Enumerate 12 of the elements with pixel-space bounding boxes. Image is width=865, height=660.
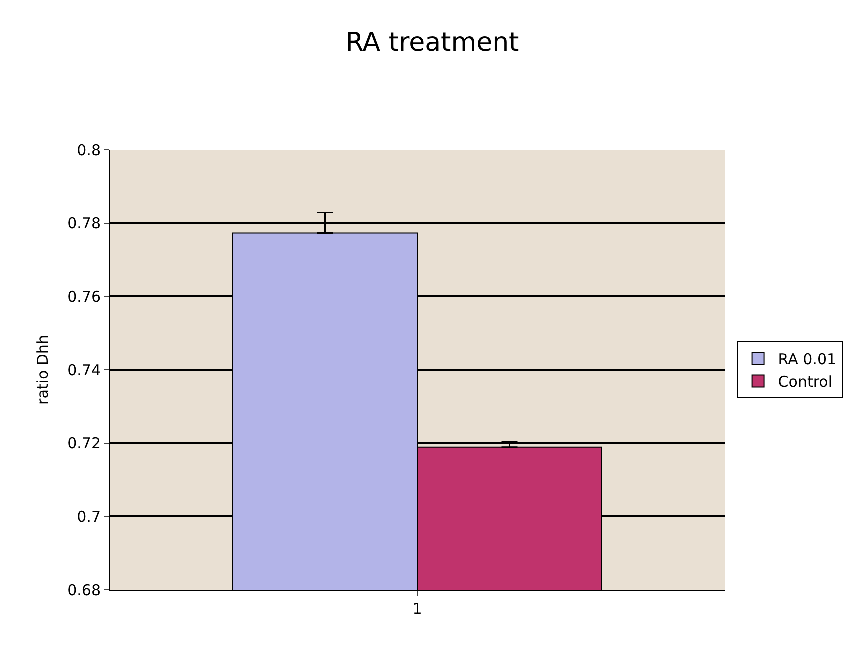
y-tick-label: 0.72 [68, 434, 101, 453]
y-tick-label: 0.78 [68, 214, 101, 233]
y-tick-label: 0.68 [68, 581, 101, 600]
x-tick-label: 1 [412, 600, 422, 618]
y-tick-label: 0.74 [68, 361, 101, 380]
y-tick-label: 0.7 [77, 508, 101, 526]
chart-title: RA treatment [346, 28, 520, 58]
legend-label: Control [778, 373, 833, 392]
legend-label: RA 0.01 [778, 350, 837, 369]
y-tick-label: 0.76 [68, 288, 101, 306]
y-tick-label: 0.8 [77, 141, 101, 160]
y-axis-title: ratio Dhh [34, 335, 52, 405]
